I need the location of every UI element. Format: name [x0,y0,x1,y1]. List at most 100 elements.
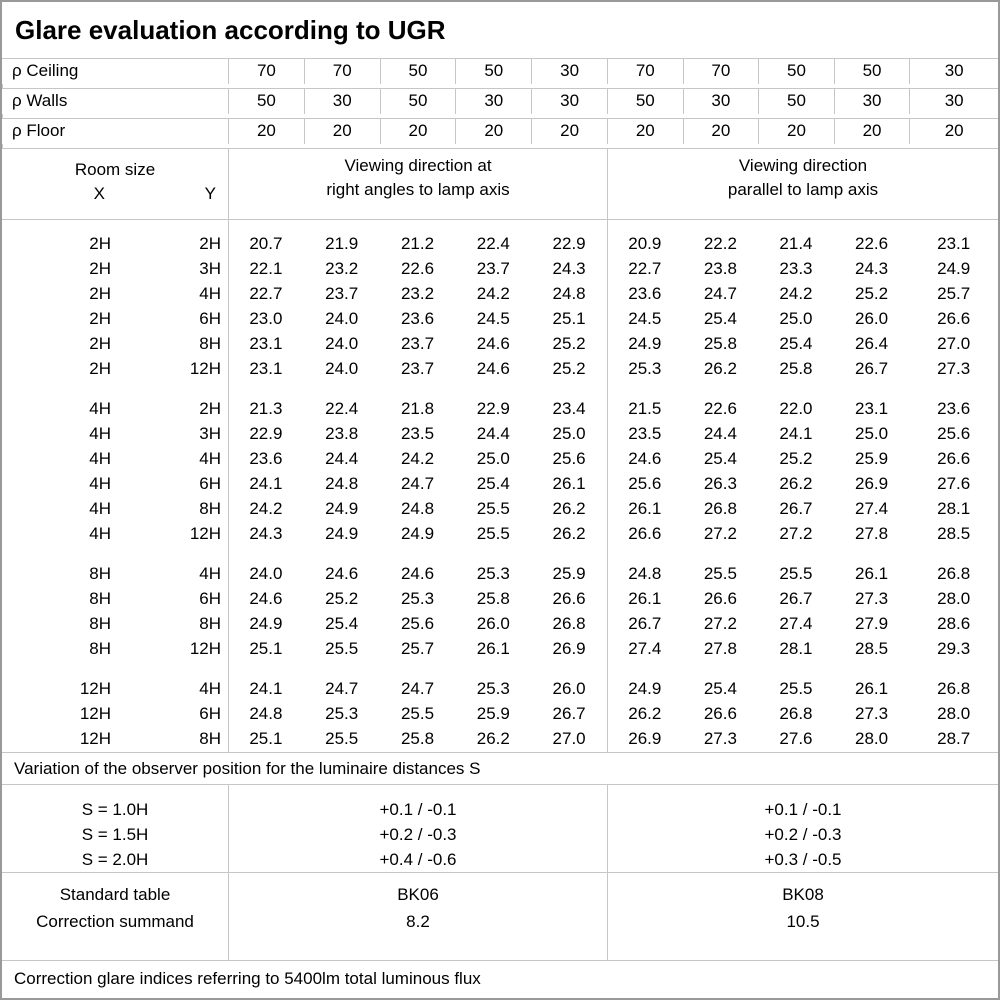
reflectance-value: 50 [379,59,456,84]
ugr-value-right-angles: 26.7 [552,704,586,723]
ugr-value-parallel: 27.4 [855,499,889,518]
table-row: 2H 2H 20.7 21.9 21.2 22.4 22.9 20.9 22.2 21.4 22.6… [2,231,998,256]
ugr-value-parallel: 25.5 [703,564,737,583]
room-y-value: 8H [199,614,221,633]
room-x-value: 8H [89,589,111,608]
room-y-value: 3H [199,424,221,443]
ugr-value-right-angles: 25.5 [476,499,510,518]
ugr-value-parallel: 25.4 [779,334,813,353]
ugr-value-right-angles: 24.7 [325,679,359,698]
reflectance-row: ρ Walls 50 30 50 30 30 50 30 50 30 30 [2,89,998,119]
ugr-value-parallel: 25.2 [779,449,813,468]
ugr-value-right-angles: 24.9 [249,614,283,633]
ugr-value-parallel: 26.1 [628,589,662,608]
ugr-value-parallel: 27.9 [855,614,889,633]
ugr-value-parallel: 28.0 [937,704,971,723]
ugr-value-right-angles: 26.1 [476,639,510,658]
reflectance-row: ρ Ceiling 70 70 50 50 30 70 70 50 50 30 [2,59,998,89]
ugr-value-right-angles: 25.3 [476,679,510,698]
ugr-value-right-angles: 24.0 [325,309,359,328]
room-x-value: 4H [89,424,111,443]
ugr-value-parallel: 26.6 [703,589,737,608]
ugr-value-parallel: 26.1 [855,564,889,583]
ugr-value-parallel: 25.6 [628,474,662,493]
ugr-value-right-angles: 24.5 [476,309,510,328]
ugr-value-right-angles: 24.1 [249,474,283,493]
ugr-value-parallel: 26.2 [628,704,662,723]
ugr-value-parallel: 26.1 [628,499,662,518]
reflectance-value: 70 [606,59,683,84]
ugr-value-parallel: 23.3 [779,259,813,278]
ugr-value-right-angles: 24.6 [249,589,283,608]
ugr-value-parallel: 26.6 [937,309,971,328]
room-y-value: 4H [199,449,221,468]
table-row: 12H 8H 25.1 25.5 25.8 26.2 27.0 26.9 27.3 27.6 28.… [2,726,998,751]
reflectance-value: 50 [833,59,910,84]
ugr-value-right-angles: 25.3 [325,704,359,723]
ugr-value-parallel: 27.4 [628,639,662,658]
ugr-value-right-angles: 26.9 [552,639,586,658]
ugr-value-parallel: 22.6 [855,234,889,253]
ugr-value-right-angles: 24.6 [476,334,510,353]
ugr-value-parallel: 26.7 [628,614,662,633]
ugr-value-right-angles: 24.2 [249,499,283,518]
ugr-value-parallel: 27.3 [855,589,889,608]
reflectance-value: 20 [682,119,759,144]
ugr-value-parallel: 24.9 [937,259,971,278]
table-row: 8H 4H 24.0 24.6 24.6 25.3 25.9 24.8 25.5 25.5 26.1… [2,561,998,586]
ugr-value-parallel: 25.9 [855,449,889,468]
ugr-value-right-angles: 23.6 [249,449,283,468]
ugr-value-right-angles: 24.8 [400,499,435,518]
room-y-value: 2H [199,234,221,253]
footer-note: Correction glare indices referring to 54… [14,968,481,988]
room-size-group: 12H 4H 24.1 24.7 24.7 25.3 26.0 24.9 25.4 25.5 26.… [2,676,998,751]
ugr-value-right-angles: 26.2 [552,524,586,543]
room-y-value: 4H [199,564,221,583]
ugr-value-right-angles: 25.8 [476,589,510,608]
summary-parallel: BK08 [782,885,824,904]
ugr-value-parallel: 26.6 [937,449,971,468]
room-x-value: 12H [79,729,111,748]
ugr-value-right-angles: 25.8 [400,729,435,748]
summary-label: Correction summand [36,912,194,931]
ugr-value-parallel: 23.6 [937,399,971,418]
reflectance-value: 70 [228,59,304,84]
s-correction-right-angles-cell: +0.1 / -0.1 +0.2 / -0.3 +0.4 / -0.6 [228,785,607,872]
reflectance-value: 20 [455,119,531,144]
ugr-value-right-angles: 24.7 [400,474,435,493]
standard-table-summary: Standard table Correction summand BK06 8.2 B… [2,873,998,961]
ugr-value-parallel: 26.3 [703,474,737,493]
reflectance-value: 20 [758,119,834,144]
room-y-value: 4H [199,679,221,698]
room-size-group: 4H 2H 21.3 22.4 21.8 22.9 23.4 21.5 22.6 22.0 23.1… [2,396,998,546]
ugr-value-right-angles: 22.9 [552,234,586,253]
reflectance-value: 20 [606,119,683,144]
ugr-value-parallel: 26.1 [855,679,889,698]
ugr-value-right-angles: 22.4 [325,399,359,418]
ugr-value-parallel: 26.8 [937,564,971,583]
ugr-value-parallel: 28.0 [937,589,971,608]
ugr-value-right-angles: 24.2 [476,284,510,303]
s-correction-parallel: +0.3 / -0.5 [764,850,842,869]
reflectance-value: 20 [228,119,304,144]
room-x-value: 2H [89,234,111,253]
ugr-value-parallel: 25.7 [937,284,971,303]
ugr-value-parallel: 27.3 [855,704,889,723]
ugr-value-right-angles: 26.0 [476,614,510,633]
summary-right-angles-cell: BK06 8.2 [228,873,607,960]
ugr-value-parallel: 28.5 [937,524,971,543]
ugr-value-right-angles: 25.1 [249,639,283,658]
room-x-value: 12H [79,704,111,723]
room-x-value: 2H [89,309,111,328]
table-row: 8H 12H 25.1 25.5 25.7 26.1 26.9 27.4 27.8 28.1 28.… [2,636,998,661]
reflectance-value: 50 [606,89,683,114]
ugr-value-parallel: 27.0 [937,334,971,353]
room-x-value: 4H [89,399,111,418]
reflectance-value: 30 [531,89,607,114]
ugr-value-right-angles: 24.8 [552,284,586,303]
ugr-value-parallel: 26.0 [855,309,889,328]
ugr-value-right-angles: 24.1 [249,679,283,698]
ugr-table-body: 2H 2H 20.7 21.9 21.2 22.4 22.9 20.9 22.2 21.4 22.6… [2,220,998,753]
ugr-value-right-angles: 23.5 [400,424,435,443]
ugr-value-right-angles: 21.3 [249,399,283,418]
